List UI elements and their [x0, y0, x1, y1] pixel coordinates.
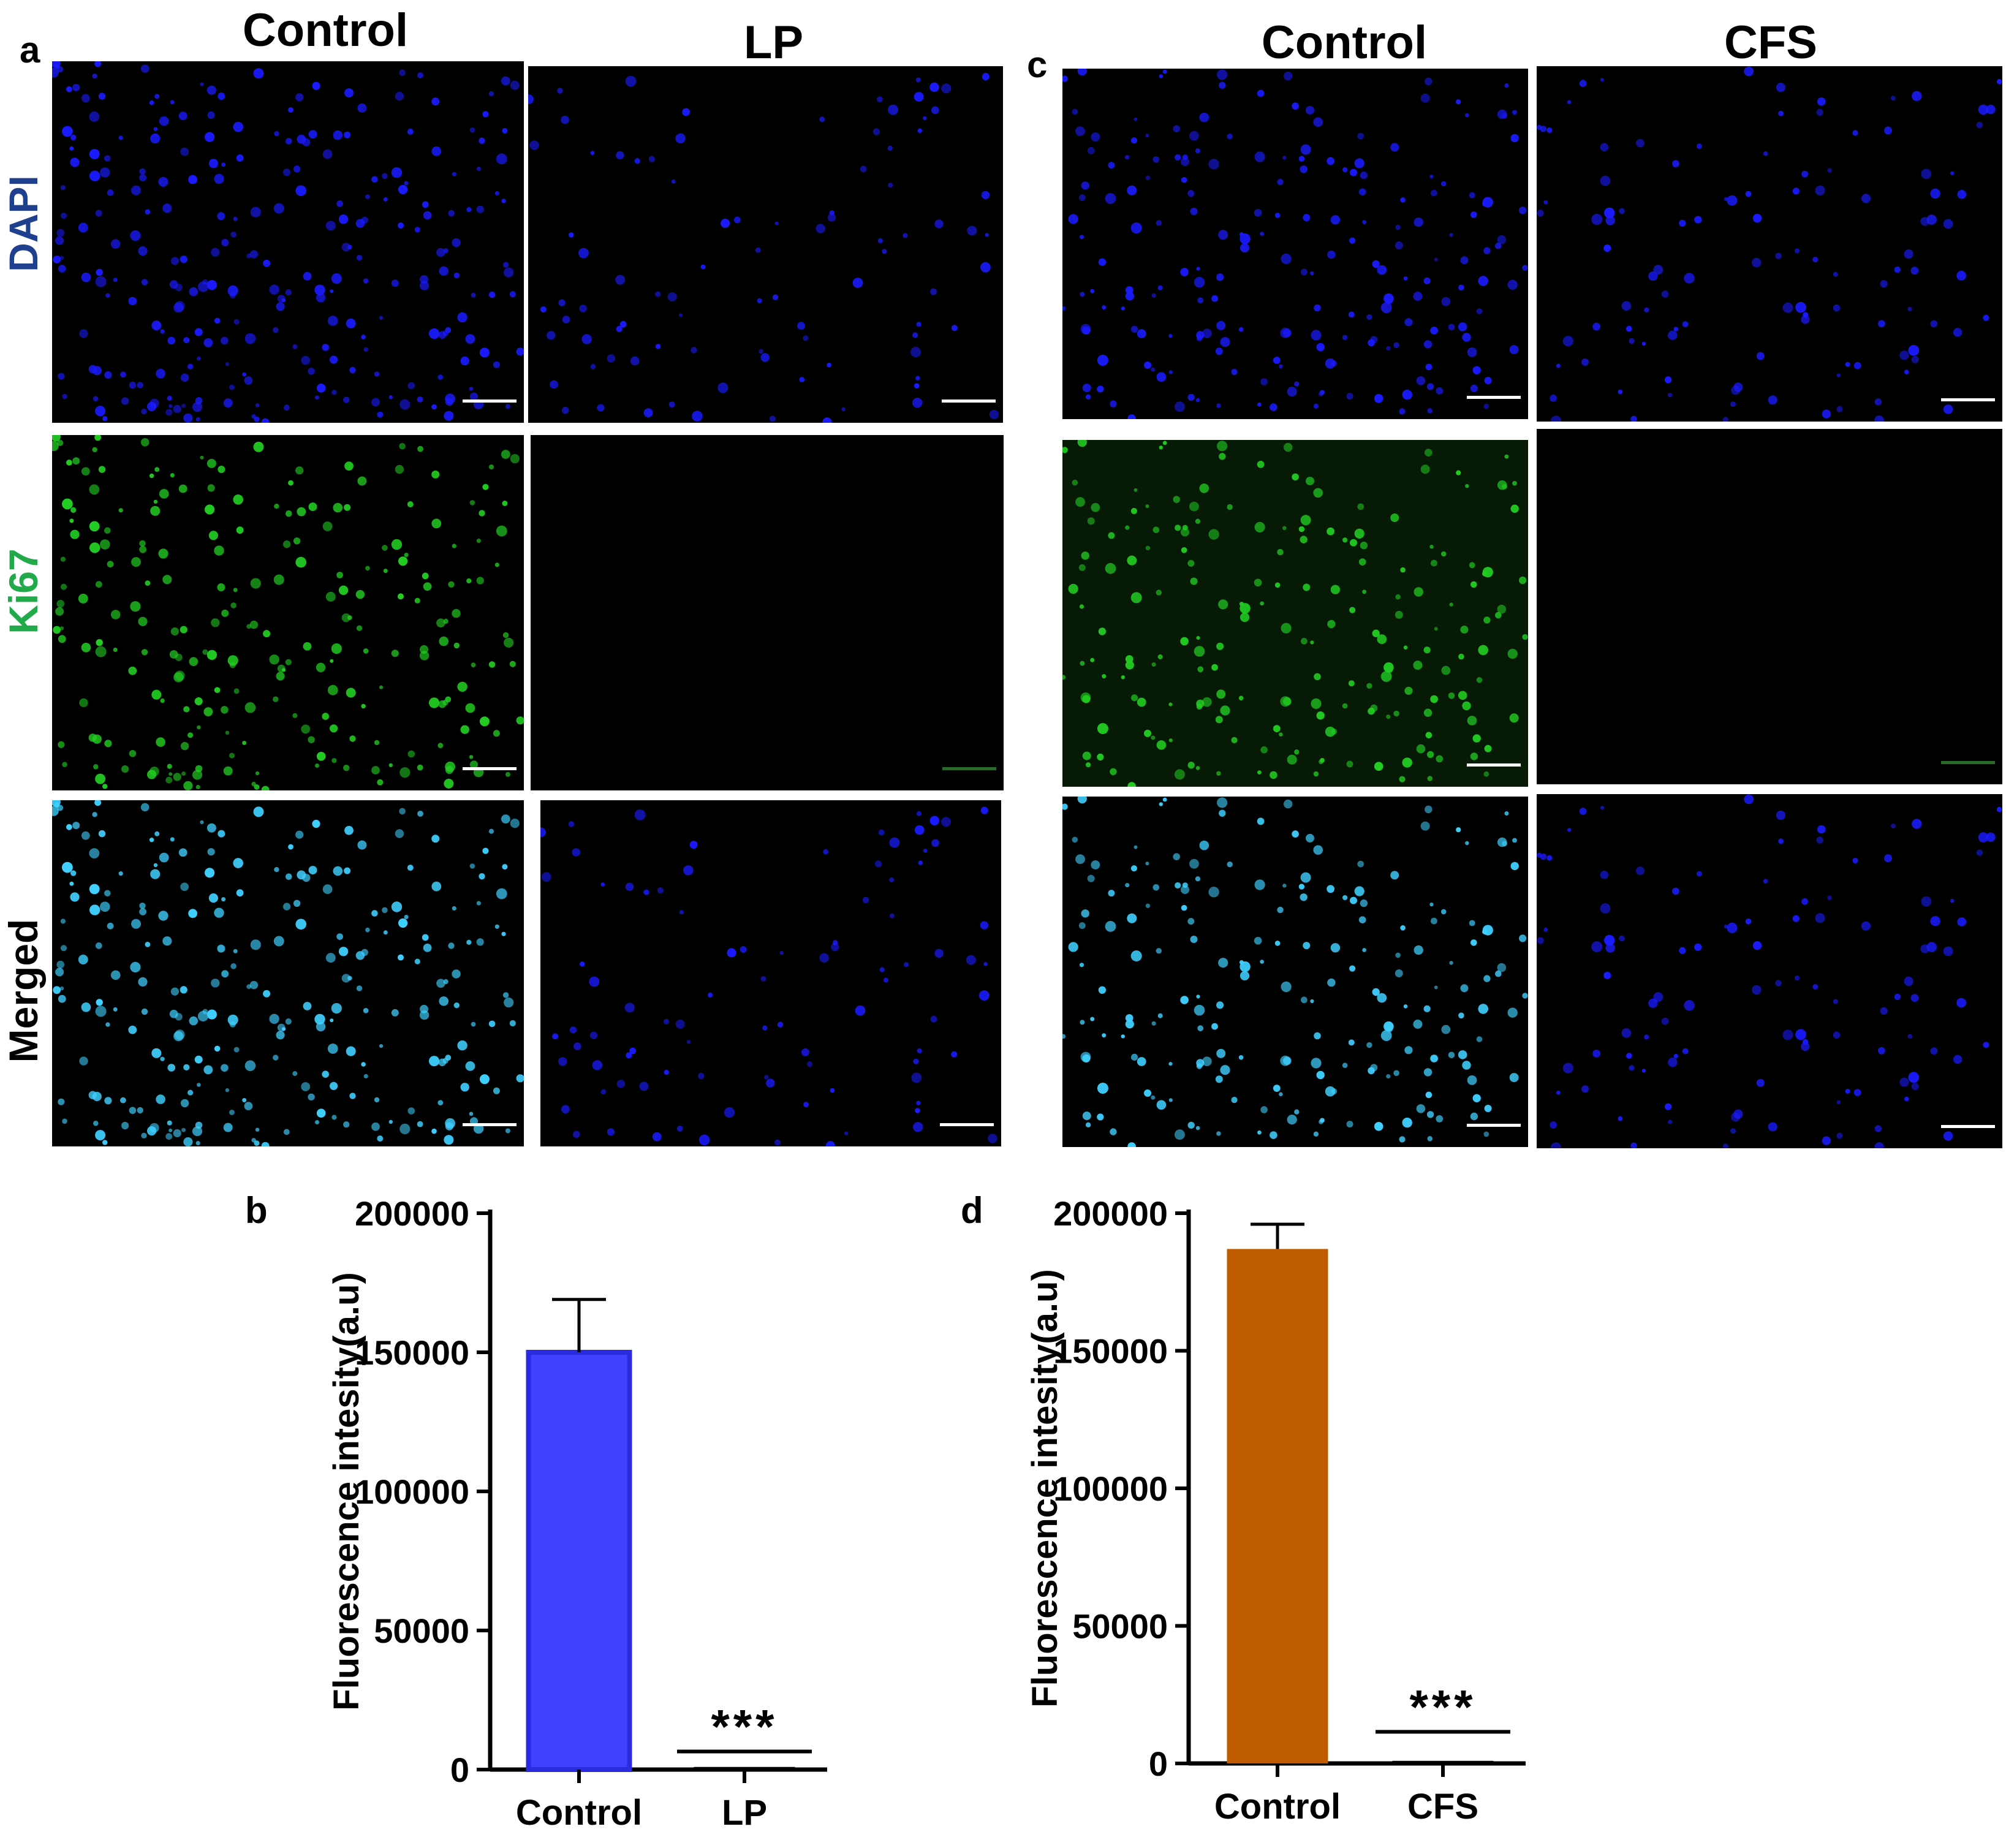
bar-cfs [1392, 1760, 1494, 1763]
image-cfs-merged [1537, 794, 2002, 1148]
x-tick-label: CFS [1407, 1787, 1478, 1827]
y-tick-label: 200000 [355, 1194, 469, 1233]
y-tick-label: 150000 [1053, 1332, 1168, 1371]
image-control-dapi-right [1062, 69, 1528, 419]
column-header-lp: LP [743, 17, 804, 69]
y-axis-label: Fluorescence intesity(a.u) [327, 1272, 366, 1711]
image-lp-ki67 [531, 435, 1004, 790]
y-tick-label: 50000 [374, 1611, 469, 1650]
panel-letter-c: c [1027, 44, 1048, 85]
panel-letter-a: a [20, 29, 40, 70]
row-label-ki67: Ki67 [1, 548, 46, 634]
bar-chart-b: 0 50000 100000 150000 200000 Fluorescence int… [327, 1194, 827, 1833]
x-tick-label: LP [722, 1793, 767, 1833]
panel-letter-d: d [961, 1190, 983, 1231]
column-header-control-left: Control [242, 4, 409, 56]
y-tick-label: 100000 [355, 1472, 469, 1511]
x-tick-label: Control [516, 1793, 642, 1833]
y-tick-label: 0 [450, 1751, 469, 1789]
row-label-merged: Merged [1, 918, 46, 1063]
y-tick-label: 50000 [1072, 1607, 1168, 1646]
image-control-ki67-right [1062, 440, 1528, 787]
image-control-merged-right [1062, 797, 1528, 1147]
image-lp-dapi [528, 66, 1003, 423]
bar-chart-d: 0 50000 100000 150000 200000 Fluorescence int… [1025, 1194, 1526, 1827]
image-control-dapi [52, 61, 524, 423]
significance-stars: *** [711, 1699, 778, 1753]
bar-control [526, 1350, 632, 1772]
panel-letter-b: b [245, 1190, 268, 1231]
image-control-ki67 [52, 435, 524, 790]
y-axis-label: Fluorescence intesity(a.u) [1025, 1269, 1065, 1708]
image-lp-merged [540, 800, 1001, 1146]
bar-lp [694, 1767, 795, 1770]
column-header-control-right: Control [1261, 17, 1428, 69]
row-label-dapi: DAPI [1, 175, 46, 272]
image-cfs-ki67 [1537, 429, 2002, 784]
x-tick-label: Control [1214, 1787, 1341, 1827]
image-control-merged [52, 800, 524, 1146]
significance-stars: *** [1409, 1679, 1476, 1733]
image-cfs-dapi [1537, 66, 2002, 422]
column-header-cfs: CFS [1724, 17, 1817, 69]
y-tick-label: 200000 [1053, 1194, 1168, 1233]
bar-control [1227, 1249, 1328, 1763]
y-tick-label: 0 [1149, 1744, 1168, 1783]
y-tick-label: 100000 [1053, 1469, 1168, 1508]
y-tick-label: 150000 [355, 1333, 469, 1372]
